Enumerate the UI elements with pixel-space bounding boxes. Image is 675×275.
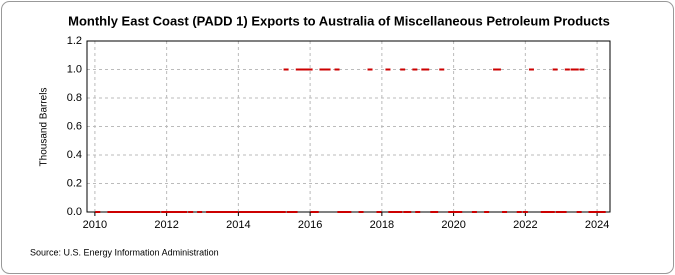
x-tick-label: 2012	[154, 219, 178, 231]
y-tick-label: 0.2	[67, 177, 82, 189]
y-tick-label: 0.0	[67, 206, 82, 218]
x-tick-label: 2010	[83, 219, 107, 231]
x-tick-label: 2020	[441, 219, 465, 231]
x-tick-label: 2014	[226, 219, 250, 231]
x-tick-label: 2018	[370, 219, 394, 231]
y-tick-label: 1.0	[67, 63, 82, 75]
y-tick-label: 0.8	[67, 92, 82, 104]
x-tick-label: 2016	[298, 219, 322, 231]
x-tick-label: 2024	[585, 219, 609, 231]
source-note: Source: U.S. Energy Information Administ…	[30, 247, 219, 257]
y-tick-label: 0.6	[67, 120, 82, 132]
x-tick-label: 2022	[513, 219, 537, 231]
chart-title: Monthly East Coast (PADD 1) Exports to A…	[68, 13, 610, 28]
y-tick-label: 1.2	[67, 35, 82, 47]
y-tick-label: 0.4	[67, 149, 82, 161]
y-axis-label: Thousand Barrels	[39, 88, 50, 167]
